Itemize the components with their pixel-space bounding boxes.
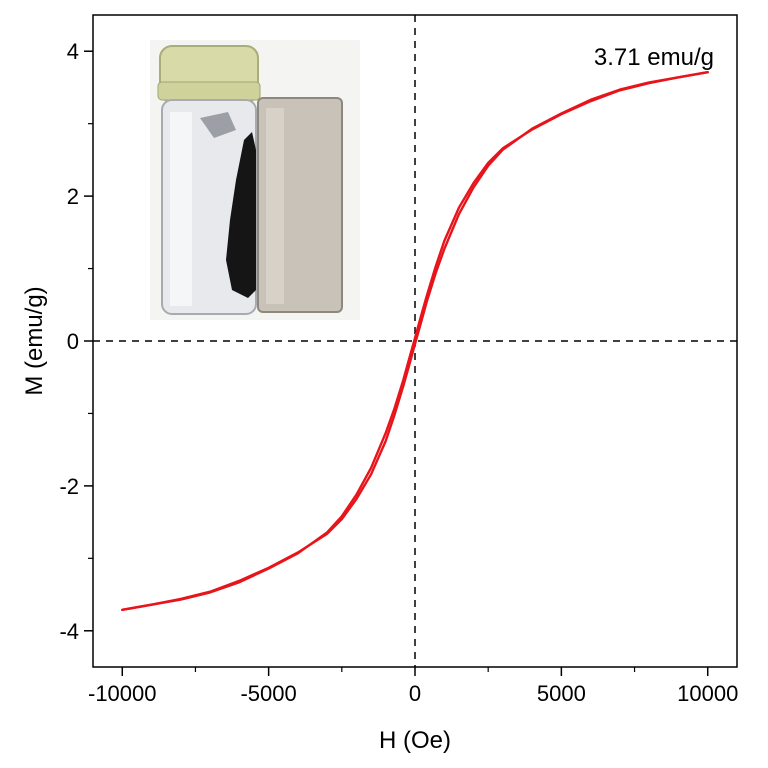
descending-branch-line xyxy=(121,70,709,611)
magnetic-powder xyxy=(226,132,256,298)
y-tick-label: 4 xyxy=(67,39,79,64)
x-axis-label: H (Oe) xyxy=(379,727,451,754)
x-tick-label: 10000 xyxy=(677,681,738,706)
y-axis-label: M (emu/g) xyxy=(21,286,48,395)
x-tick-label: -5000 xyxy=(240,681,296,706)
powder-dust xyxy=(200,112,236,138)
saturation-annotation: 3.71 emu/g xyxy=(594,44,714,71)
axis-ticks: -10000 -5000 0 5000 10000 -4 -2 0 2 4 xyxy=(59,39,738,706)
inset-photo xyxy=(150,40,360,320)
vial-glass-shade xyxy=(170,112,192,306)
y-tick-label: 0 xyxy=(67,329,79,354)
x-tick-label: -10000 xyxy=(88,681,157,706)
vial-cap-ring xyxy=(157,81,261,101)
x-tick-label: 5000 xyxy=(537,681,586,706)
x-tick-label: 0 xyxy=(409,681,421,706)
hysteresis-loop xyxy=(121,70,709,611)
magnet-highlight xyxy=(266,108,284,304)
y-tick-label: 2 xyxy=(67,184,79,209)
y-tick-label: -4 xyxy=(59,619,79,644)
y-tick-label: -2 xyxy=(59,474,79,499)
